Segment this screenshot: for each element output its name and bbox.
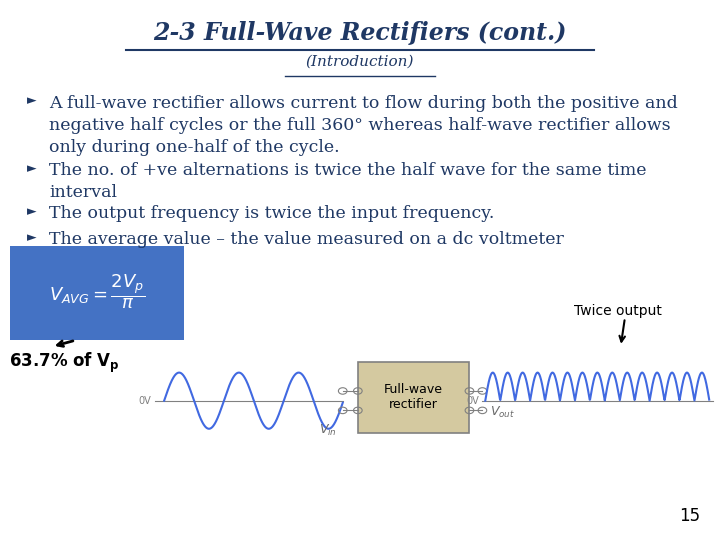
Text: ►: ► <box>27 162 37 175</box>
Text: 0V: 0V <box>466 396 479 406</box>
Bar <box>358 362 469 433</box>
Text: (Introduction): (Introduction) <box>306 55 414 69</box>
Text: $V_{in}$: $V_{in}$ <box>319 423 336 438</box>
Text: ►: ► <box>27 94 37 107</box>
Text: The average value – the value measured on a dc voltmeter: The average value – the value measured o… <box>49 231 564 248</box>
Text: ►: ► <box>27 231 37 244</box>
Text: $\mathbf{63.7\%\ of\ V_p}$: $\mathbf{63.7\%\ of\ V_p}$ <box>9 351 120 375</box>
Text: ►: ► <box>27 205 37 218</box>
Text: Twice output: Twice output <box>574 303 662 318</box>
Text: 0V: 0V <box>138 396 151 406</box>
Text: The output frequency is twice the input frequency.: The output frequency is twice the input … <box>49 205 495 222</box>
Text: 2-3 Full-Wave Rectifiers (cont.): 2-3 Full-Wave Rectifiers (cont.) <box>153 22 567 45</box>
Text: $V_{AVG} = \dfrac{2V_p}{\pi}$: $V_{AVG} = \dfrac{2V_p}{\pi}$ <box>49 272 145 311</box>
Text: A full-wave rectifier allows current to flow during both the positive and
negati: A full-wave rectifier allows current to … <box>49 94 678 156</box>
Text: 15: 15 <box>679 507 700 525</box>
Text: The no. of +ve alternations is twice the half wave for the same time
interval: The no. of +ve alternations is twice the… <box>49 162 647 201</box>
Text: $V_{out}$: $V_{out}$ <box>490 405 515 420</box>
Text: Full-wave
rectifier: Full-wave rectifier <box>384 383 443 411</box>
Bar <box>10 246 184 340</box>
